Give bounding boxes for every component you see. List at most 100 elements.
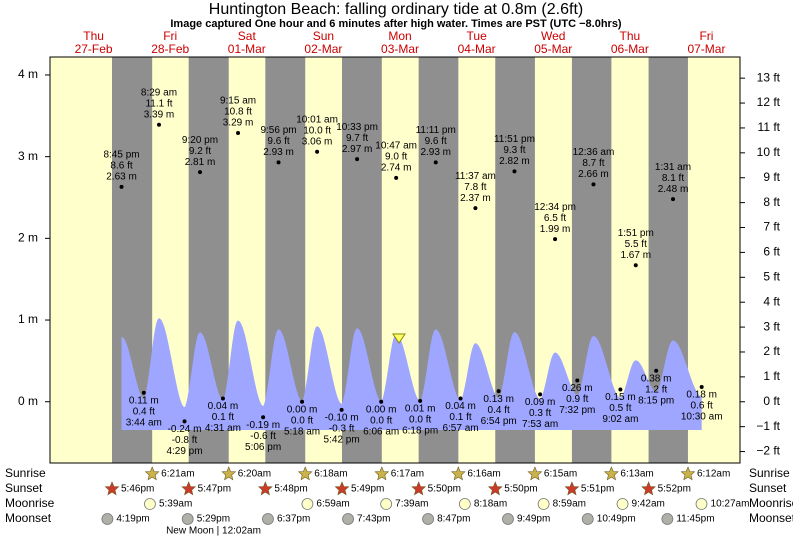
moonrise-icon	[301, 498, 314, 510]
tide-time: 10:30 am	[681, 412, 723, 423]
sunrise-time: 6:16am	[467, 469, 500, 480]
sunrise-icon	[144, 466, 160, 481]
moonrise-icon	[695, 498, 708, 510]
tide-height-m: 0.09 m	[525, 397, 556, 408]
high-tide-point	[394, 175, 399, 180]
day-name: Wed	[541, 29, 565, 43]
tide-height-ft: 0.4 ft	[488, 405, 510, 416]
y-tick-label: 0 m	[18, 394, 38, 408]
y2-tick-label: −1 ft	[756, 419, 780, 433]
tide-time: 1:51 pm	[618, 228, 654, 239]
moonset-time: 10:49pm	[597, 514, 636, 525]
tide-time: 5:42 pm	[324, 435, 360, 446]
sunset-icon	[641, 481, 656, 496]
tide-height-ft: 0.9 ft	[566, 394, 588, 405]
y2-tick-label: 0 ft	[763, 394, 780, 408]
y2-tick-label: 7 ft	[763, 220, 780, 234]
sunset-time: 5:51pm	[581, 484, 614, 495]
tide-height-m: 3.39 m	[144, 109, 175, 120]
moonrise-time: 8:59am	[553, 499, 586, 510]
sunrise-time: 6:21am	[161, 469, 194, 480]
y2-tick-label: 13 ft	[757, 70, 781, 84]
day-date: 28-Feb	[151, 42, 189, 56]
moonset-time: 9:49pm	[517, 514, 550, 525]
day-date: 02-Mar	[304, 42, 342, 56]
tide-time: 9:15 am	[220, 96, 256, 107]
low-tide-point	[300, 399, 305, 404]
low-tide-point	[418, 398, 423, 403]
sunset-icon	[411, 481, 427, 496]
tide-height-m: 1.99 m	[540, 224, 571, 235]
now-marker	[392, 333, 406, 344]
row-label-right: Sunrise	[749, 466, 790, 480]
tide-height-m: -0.19 m	[246, 420, 280, 431]
tide-height-ft: 1.2 ft	[645, 384, 667, 395]
tide-height-ft: 6.5 ft	[544, 213, 566, 224]
y2-tick-label: 6 ft	[763, 245, 780, 259]
moonset-time: 11:45pm	[676, 514, 714, 525]
tide-time: 5:06 pm	[245, 442, 281, 453]
tide-height-m: 2.48 m	[658, 184, 689, 195]
tide-height-m: 2.97 m	[342, 144, 373, 155]
tide-height-m: 0.01 m	[405, 404, 436, 415]
sunrise-time: 6:18am	[314, 469, 347, 480]
tide-height-ft: 9.3 ft	[503, 145, 525, 156]
tide-height-m: 0.18 m	[686, 390, 717, 401]
tide-height-ft: 0.6 ft	[691, 401, 713, 412]
tide-height-ft: 0.4 ft	[133, 406, 155, 417]
sunset-icon	[257, 481, 273, 496]
day-name: Fri	[699, 29, 713, 43]
tide-height-ft: 9.6 ft	[267, 136, 289, 147]
high-tide-point	[236, 130, 241, 135]
day-name: Mon	[388, 29, 411, 43]
sunset-time: 5:47pm	[198, 484, 231, 495]
y-tick-label: 1 m	[18, 312, 38, 326]
tide-height-m: 3.29 m	[223, 118, 254, 129]
low-tide-point	[496, 389, 501, 394]
y2-tick-label: −2 ft	[756, 444, 780, 458]
tide-time: 6:06 am	[363, 426, 399, 437]
tide-height-m: 1.67 m	[620, 250, 651, 261]
day-name: Thu	[620, 29, 641, 43]
sunset-time: 5:50pm	[428, 484, 461, 495]
y2-tick-label: 10 ft	[757, 145, 781, 159]
day-date: 01-Mar	[228, 42, 266, 56]
high-tide-point	[473, 206, 478, 211]
day-date: 05-Mar	[534, 42, 572, 56]
moonset-icon	[262, 513, 274, 525]
tide-time: 9:20 pm	[182, 135, 218, 146]
moonset-time: 8:47pm	[437, 514, 470, 525]
low-tide-point	[458, 396, 463, 401]
day-date: 04-Mar	[458, 42, 496, 56]
tide-height-ft: 9.2 ft	[189, 146, 211, 157]
tide-height-ft: 10.8 ft	[224, 107, 252, 118]
plot-frame	[49, 56, 741, 464]
sunset-icon	[487, 481, 503, 496]
high-tide-point	[315, 149, 320, 154]
sunset-icon	[104, 481, 120, 496]
tide-height-m: 2.93 m	[420, 147, 451, 158]
tide-height-m: 0.38 m	[641, 373, 672, 384]
row-label: Moonset	[5, 511, 52, 525]
tide-height-m: 0.11 m	[129, 395, 159, 406]
moonrise-icon	[144, 498, 156, 510]
tide-height-ft: -0.8 ft	[172, 435, 198, 446]
moonset-icon	[422, 513, 434, 525]
tide-time: 8:29 am	[141, 87, 177, 98]
tide-time: 4:31 am	[205, 423, 241, 434]
tide-time: 1:31 am	[655, 162, 691, 173]
y2-tick-label: 11 ft	[758, 120, 781, 134]
tide-height-m: 2.74 m	[381, 163, 412, 174]
sunset-time: 5:49pm	[351, 484, 384, 495]
sunrise-icon	[297, 466, 313, 481]
tide-time: 4:29 pm	[166, 446, 202, 457]
moonset-time: 7:43pm	[357, 514, 390, 525]
tide-height-ft: 0.1 ft	[449, 412, 471, 423]
tide-height-m: 2.66 m	[578, 169, 609, 180]
tide-height-m: 3.06 m	[302, 136, 333, 147]
tide-time: 11:51 pm	[494, 134, 535, 145]
chart-subtitle: Image captured One hour and 6 minutes af…	[170, 18, 622, 30]
tide-time: 10:33 pm	[336, 122, 378, 133]
low-tide-point	[261, 415, 266, 420]
tide-height-m: 2.93 m	[263, 147, 294, 158]
